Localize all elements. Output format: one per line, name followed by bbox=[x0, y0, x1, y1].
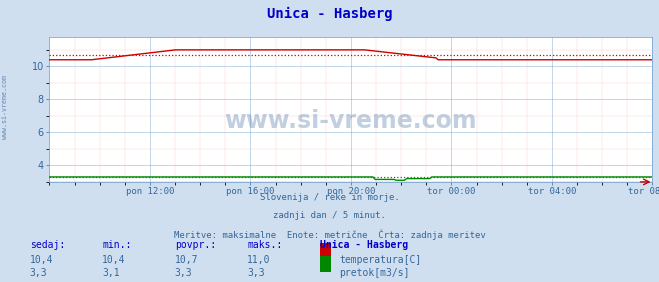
Text: zadnji dan / 5 minut.: zadnji dan / 5 minut. bbox=[273, 212, 386, 221]
Text: 11,0: 11,0 bbox=[247, 255, 271, 265]
Text: 3,3: 3,3 bbox=[30, 268, 47, 278]
Text: Unica - Hasberg: Unica - Hasberg bbox=[267, 7, 392, 21]
Text: min.:: min.: bbox=[102, 240, 132, 250]
Text: 10,7: 10,7 bbox=[175, 255, 198, 265]
Text: sedaj:: sedaj: bbox=[30, 240, 65, 250]
Text: 3,3: 3,3 bbox=[175, 268, 192, 278]
Text: 10,4: 10,4 bbox=[30, 255, 53, 265]
Text: 3,1: 3,1 bbox=[102, 268, 120, 278]
Text: 3,3: 3,3 bbox=[247, 268, 265, 278]
Text: 10,4: 10,4 bbox=[102, 255, 126, 265]
Text: temperatura[C]: temperatura[C] bbox=[339, 255, 422, 265]
Text: povpr.:: povpr.: bbox=[175, 240, 215, 250]
Text: Unica - Hasberg: Unica - Hasberg bbox=[320, 240, 408, 250]
Text: maks.:: maks.: bbox=[247, 240, 282, 250]
Text: www.si-vreme.com: www.si-vreme.com bbox=[225, 109, 477, 133]
Text: www.si-vreme.com: www.si-vreme.com bbox=[2, 75, 9, 139]
Text: Slovenija / reke in morje.: Slovenija / reke in morje. bbox=[260, 193, 399, 202]
Text: Meritve: maksimalne  Enote: metrične  Črta: zadnja meritev: Meritve: maksimalne Enote: metrične Črta… bbox=[173, 230, 486, 240]
Text: pretok[m3/s]: pretok[m3/s] bbox=[339, 268, 410, 278]
